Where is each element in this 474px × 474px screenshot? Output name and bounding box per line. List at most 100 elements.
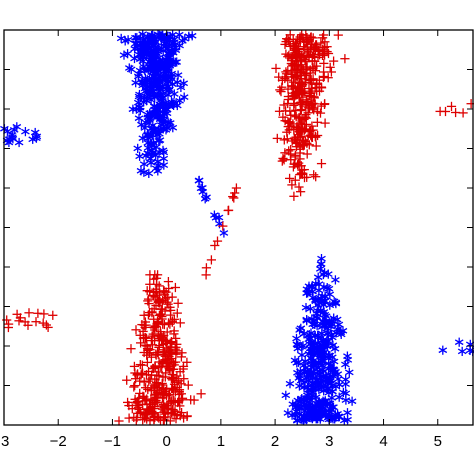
asterisk-point	[295, 381, 304, 391]
asterisk-point	[331, 381, 341, 392]
asterisk-point	[281, 390, 291, 400]
plus-point	[309, 170, 319, 180]
asterisk-point	[155, 135, 165, 145]
points-layer	[0, 29, 474, 426]
asterisk-point	[119, 50, 129, 60]
plus-point	[320, 118, 330, 128]
asterisk-point	[130, 53, 139, 64]
asterisk-point	[9, 125, 19, 135]
asterisk-point	[327, 364, 337, 374]
asterisk-point	[143, 129, 153, 139]
asterisk-point	[330, 414, 340, 424]
x-tick-label: 1	[217, 433, 225, 450]
asterisk-point	[331, 275, 340, 285]
asterisk-point	[149, 90, 158, 100]
plus-point	[43, 322, 53, 332]
asterisk-point	[139, 48, 149, 58]
x-tick-label: 4	[379, 433, 387, 450]
plus-point	[285, 173, 295, 183]
asterisk-point	[136, 93, 146, 103]
plus-point	[446, 101, 457, 111]
x-tick-label: −1	[104, 433, 121, 450]
asterisk-point	[8, 132, 17, 142]
asterisk-point	[156, 95, 166, 105]
asterisk-point	[302, 315, 312, 325]
asterisk-point	[336, 329, 346, 339]
asterisk-point	[294, 373, 304, 383]
plus-point	[31, 317, 41, 327]
asterisk-point	[321, 410, 330, 420]
plus-point	[129, 382, 139, 392]
plus-point	[173, 298, 183, 308]
asterisk-point	[140, 77, 150, 87]
asterisk-point	[146, 158, 156, 168]
asterisk-point	[150, 124, 159, 134]
asterisk-point	[312, 321, 322, 331]
asterisk-point	[214, 212, 224, 223]
asterisk-point	[312, 343, 322, 353]
x-tick-label: 0	[162, 433, 170, 450]
asterisk-point	[32, 131, 42, 141]
asterisk-point	[319, 300, 328, 310]
plus-point	[223, 205, 233, 216]
asterisk-point	[317, 355, 327, 366]
asterisk-point	[317, 322, 327, 332]
plus-point	[316, 159, 327, 169]
asterisk-point	[326, 316, 336, 326]
asterisk-point	[137, 120, 146, 130]
asterisk-point	[134, 113, 144, 123]
asterisk-point	[133, 143, 143, 153]
asterisk-point	[133, 71, 143, 81]
asterisk-point	[14, 137, 24, 148]
plus-point	[24, 308, 34, 318]
asterisk-point	[305, 401, 314, 411]
asterisk-point	[324, 284, 334, 294]
plus-point	[130, 381, 140, 391]
asterisk-point	[161, 66, 171, 76]
asterisk-point	[174, 30, 184, 40]
asterisk-point	[148, 147, 158, 158]
asterisk-point	[137, 39, 147, 49]
asterisk-point	[132, 104, 141, 114]
plus-point	[48, 310, 58, 320]
asterisk-point	[343, 351, 352, 361]
asterisk-point	[292, 358, 302, 368]
plus-point	[271, 63, 281, 73]
asterisk-point	[169, 89, 179, 99]
asterisk-point	[139, 159, 149, 169]
asterisk-point	[162, 44, 172, 54]
asterisk-point	[179, 78, 189, 88]
asterisk-point	[304, 281, 314, 291]
asterisk-point	[320, 291, 330, 301]
plus-point	[183, 380, 193, 390]
asterisk-point	[152, 102, 162, 112]
asterisk-point	[316, 346, 325, 356]
asterisk-point	[135, 151, 144, 161]
asterisk-point	[323, 269, 333, 279]
asterisk-point	[166, 72, 176, 82]
x-tick-label: −2	[50, 433, 67, 450]
plus-point	[196, 389, 206, 399]
asterisk-point	[300, 406, 310, 416]
asterisk-point	[347, 396, 357, 406]
plus-point	[311, 172, 321, 182]
asterisk-point	[438, 345, 448, 355]
asterisk-point	[341, 379, 350, 389]
asterisk-point	[457, 346, 467, 356]
asterisk-point	[321, 318, 331, 328]
asterisk-point	[295, 325, 304, 335]
asterisk-point	[116, 33, 126, 43]
x-tick-label: 3	[325, 433, 333, 450]
asterisk-point	[297, 350, 307, 360]
asterisk-point	[149, 63, 159, 73]
plus-point	[124, 413, 134, 423]
asterisk-point	[319, 269, 328, 280]
plus-point	[206, 255, 216, 265]
plus-point	[289, 98, 299, 109]
asterisk-point	[454, 337, 464, 347]
plus-point	[231, 183, 241, 193]
asterisk-point	[21, 127, 30, 137]
plus-point	[229, 193, 239, 203]
asterisk-point	[317, 375, 326, 385]
asterisk-point	[331, 299, 341, 309]
